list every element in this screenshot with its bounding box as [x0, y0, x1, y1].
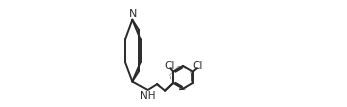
Polygon shape	[171, 67, 192, 89]
Text: Cl: Cl	[193, 61, 203, 71]
Text: NH: NH	[141, 91, 156, 101]
Polygon shape	[160, 80, 178, 97]
Text: Cl: Cl	[164, 61, 174, 71]
Text: N: N	[128, 9, 137, 19]
